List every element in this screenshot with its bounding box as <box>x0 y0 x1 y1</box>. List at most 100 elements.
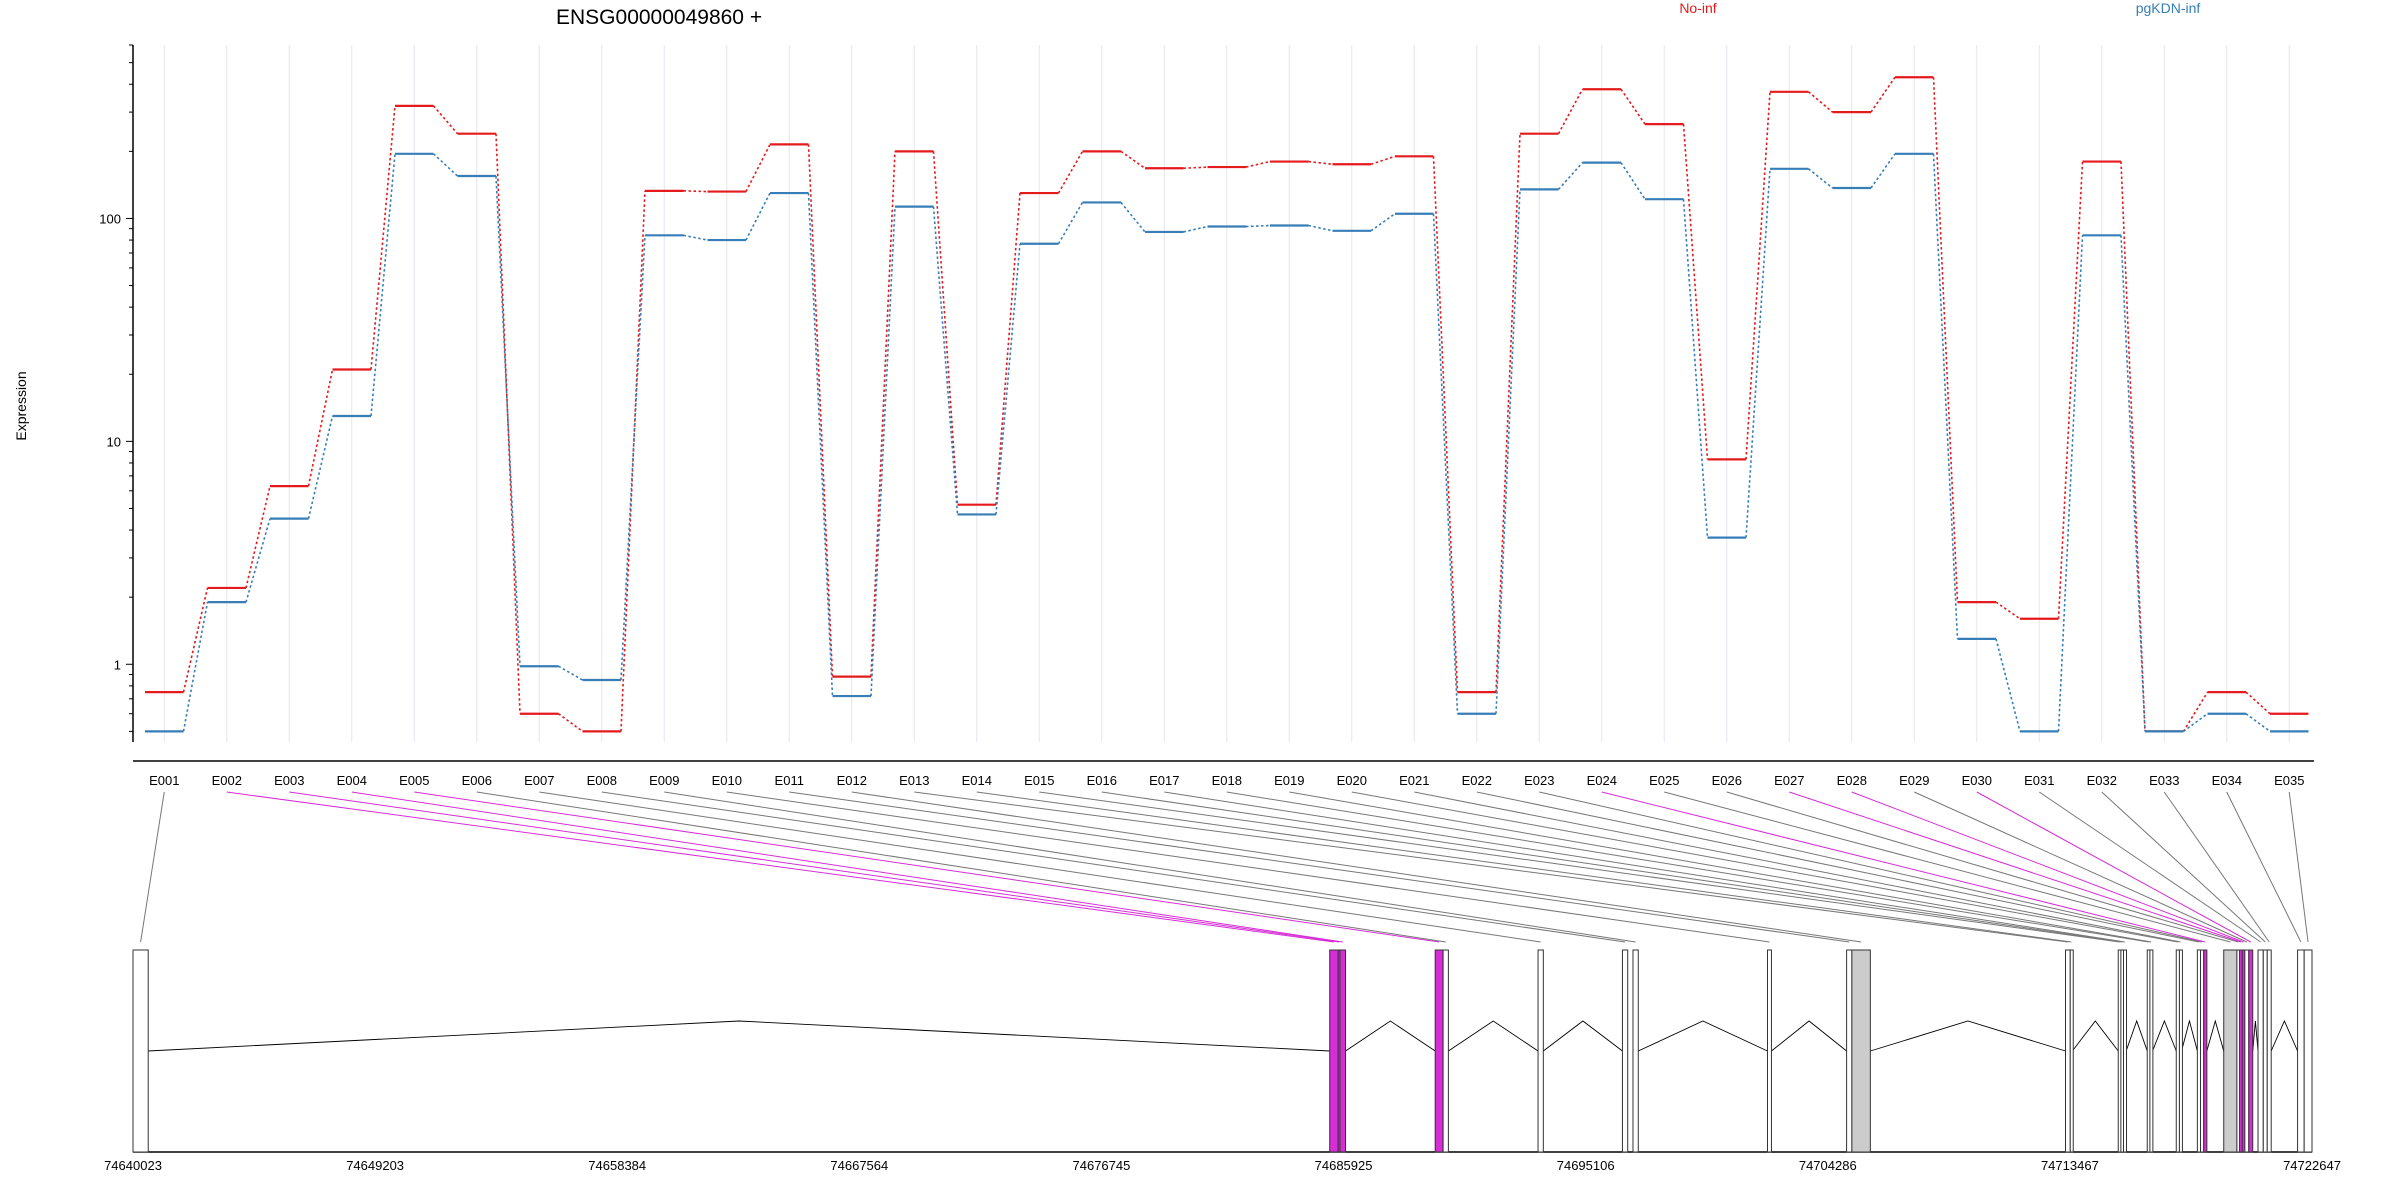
exon-connector <box>2226 791 2302 943</box>
legend-entry-pgkdn-inf: pgKDN-inf <box>2136 0 2201 16</box>
expression-connector <box>1245 160 1271 168</box>
coordinate-label: 74658384 <box>588 1158 646 1173</box>
expression-connector <box>2057 235 2084 732</box>
exon-box <box>2297 949 2305 1153</box>
exon-box <box>2149 949 2154 1153</box>
expression-connector <box>1120 150 1146 169</box>
exon-connector <box>289 791 1340 943</box>
x-tick-label: E016 <box>1087 773 1117 788</box>
intron-line <box>1870 1020 2066 1052</box>
intron-line <box>148 1020 1330 1052</box>
intron-line <box>2252 1020 2259 1052</box>
exon-box <box>132 949 149 1153</box>
coordinate-label: 74649203 <box>346 1158 404 1173</box>
exon-box <box>2178 949 2183 1153</box>
intron-line <box>2152 1019 2177 1052</box>
exon-connector <box>1539 791 2203 943</box>
expression-connector <box>1995 601 2021 620</box>
coordinate-label: 74695106 <box>1557 1158 1615 1173</box>
exon-connector <box>2038 791 2261 943</box>
exon-box <box>2262 949 2268 1153</box>
intron-line <box>2125 1019 2148 1052</box>
exon-box <box>1766 949 1772 1153</box>
exon-connector <box>1101 791 2123 943</box>
exon-connector <box>1601 791 2206 943</box>
x-tick-label: E015 <box>1024 773 1054 788</box>
expression-connector <box>1183 166 1208 170</box>
expression-connector <box>1682 124 1709 460</box>
expression-connector <box>995 192 1021 505</box>
intron-line <box>1448 1020 1539 1052</box>
expression-connector <box>1495 189 1521 714</box>
coordinate-label: 74640023 <box>104 1158 162 1173</box>
expression-connector <box>1620 162 1646 200</box>
genomic-coordinate-labels: 74640023 74649203 74658384 74667564 74676745… <box>104 1158 2341 1173</box>
coordinate-label: 74704286 <box>1799 1158 1857 1173</box>
x-tick-labels: E001 E002 E003 E004 E005 E006 E007 E008 E009 E010… <box>149 773 2304 788</box>
intron-line <box>1771 1020 1847 1052</box>
exon-connector <box>2288 791 2309 943</box>
x-tick-label: E009 <box>649 773 679 788</box>
x-tick-label: E022 <box>1462 773 1492 788</box>
expression-connector <box>620 190 646 732</box>
expression-connector <box>1557 162 1584 190</box>
y-tick-label: 1 <box>114 657 121 672</box>
expression-connector <box>683 234 708 241</box>
x-tick-label: E003 <box>274 773 304 788</box>
intron-line <box>1638 1020 1768 1052</box>
exon-connector-lines <box>140 791 2309 943</box>
x-tick-label: E023 <box>1524 773 1554 788</box>
coordinate-label: 74676745 <box>1073 1158 1131 1173</box>
expression-connector <box>432 153 459 177</box>
expression-connector <box>495 175 521 667</box>
exon-connector <box>789 791 1850 943</box>
expression-connector <box>1557 88 1584 135</box>
expression-connector <box>2245 691 2271 715</box>
legend-entry-no-inf: No-inf <box>1679 0 1716 16</box>
coordinate-label: 74667564 <box>830 1158 888 1173</box>
coordinate-label: 74685925 <box>1315 1158 1373 1173</box>
series-no-inf <box>145 76 2309 733</box>
exon-box <box>1846 949 1853 1153</box>
expression-connector <box>370 105 396 370</box>
expression-connector <box>245 518 271 603</box>
exon-connector <box>851 791 1862 943</box>
grid-lines <box>163 45 2290 742</box>
exon-box <box>1442 949 1449 1153</box>
intron-line <box>2206 1019 2225 1052</box>
exon-connector <box>476 791 1446 943</box>
exon-box <box>2248 949 2254 1153</box>
x-tick-label: E024 <box>1587 773 1617 788</box>
expression-connector <box>745 192 771 241</box>
expression-connector <box>1432 213 1459 714</box>
expression-connector <box>1245 224 1271 228</box>
exon-connector <box>1414 791 2181 943</box>
exon-box <box>1632 949 1639 1153</box>
exon-box <box>2244 949 2250 1153</box>
exon-connector <box>351 791 1343 943</box>
exon-box <box>2064 949 2071 1153</box>
exon-connector <box>1351 791 2178 943</box>
x-tick-label: E018 <box>1212 773 1242 788</box>
x-tick-label: E010 <box>712 773 742 788</box>
x-tick-label: E005 <box>399 773 429 788</box>
exon-connector <box>1039 791 2120 943</box>
exon-connector <box>539 791 1541 943</box>
exon-connector <box>664 791 1636 943</box>
exon-box <box>2123 949 2128 1153</box>
expression-connector <box>1495 133 1521 693</box>
axes: 1 10 100 <box>99 44 2314 762</box>
expression-connector <box>432 105 459 135</box>
expression-connector <box>495 133 521 714</box>
expression-connector <box>1870 76 1896 113</box>
expression-connector <box>1308 160 1333 166</box>
expression-connector <box>1308 224 1333 232</box>
x-tick-label: E013 <box>899 773 929 788</box>
exon-connector <box>976 791 2072 943</box>
exon-connector <box>1476 791 2200 943</box>
intron-line <box>2181 1019 2198 1052</box>
expression-connector <box>182 587 209 693</box>
expression-connector <box>870 206 896 697</box>
expression-connector <box>620 235 646 681</box>
